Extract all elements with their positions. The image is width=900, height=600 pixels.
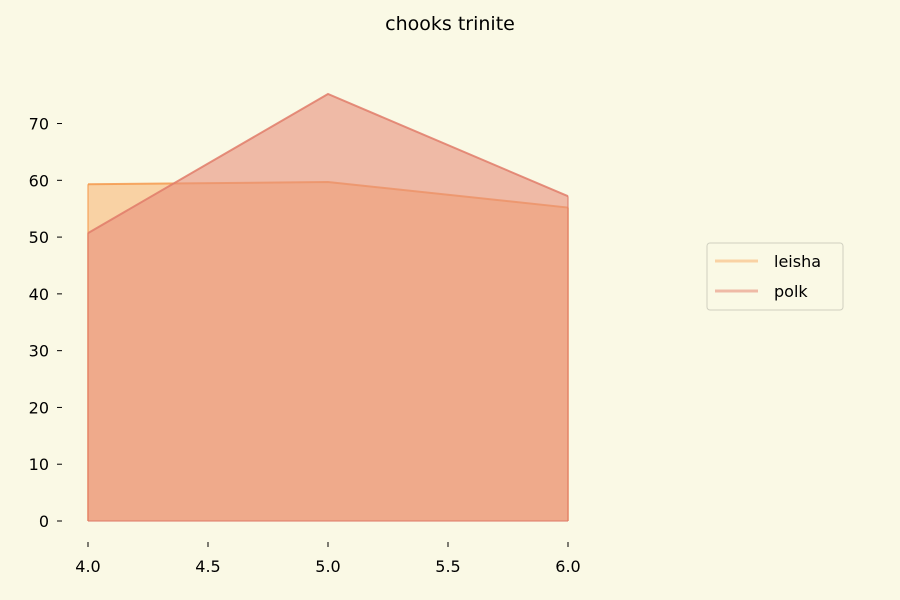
- x-tick-label: 5.0: [315, 557, 340, 576]
- x-tick-label: 6.0: [555, 557, 580, 576]
- plot-area: [87, 92, 569, 522]
- y-tick-label: 10: [29, 455, 49, 474]
- x-tick-label: 4.5: [195, 557, 220, 576]
- y-tick-label: 50: [29, 228, 49, 247]
- legend-label-polk: polk: [774, 282, 808, 301]
- x-axis: 4.0 4.5 5.0 5.5 6.0: [75, 542, 581, 576]
- chart-title: chooks trinite: [385, 13, 515, 35]
- y-tick-label: 70: [29, 115, 49, 134]
- legend-label-leisha: leisha: [774, 252, 821, 271]
- x-tick-label: 5.5: [435, 557, 460, 576]
- x-tick-label: 4.0: [75, 557, 100, 576]
- area-fill-polk: [88, 94, 568, 521]
- y-tick-label: 0: [39, 512, 49, 531]
- y-tick-label: 30: [29, 342, 49, 361]
- area-line-polk: [87, 92, 569, 234]
- y-tick-label: 20: [29, 398, 49, 417]
- y-axis: 0 10 20 30 40 50 60 70: [29, 115, 62, 531]
- legend: leisha polk: [706, 242, 844, 311]
- y-tick-label: 40: [29, 285, 49, 304]
- y-tick-label: 60: [29, 171, 49, 190]
